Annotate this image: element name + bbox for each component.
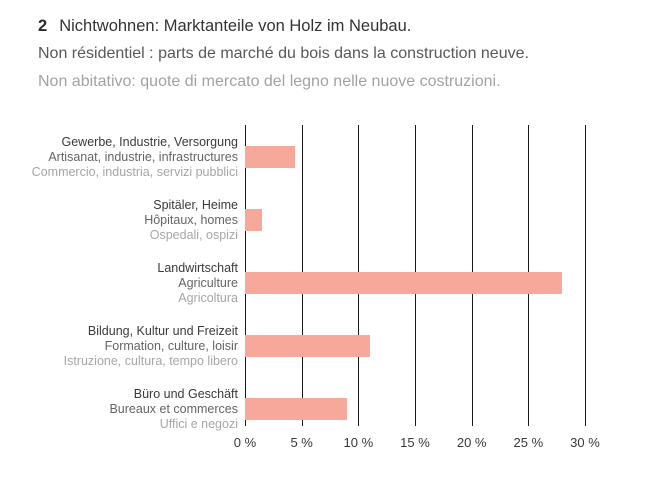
x-tick-label: 15 % — [400, 435, 430, 450]
title-french: Non résidentiel : parts de marché du boi… — [38, 45, 529, 62]
category-label-fr: Bureaux et commerces — [109, 402, 238, 416]
x-tick-label: 0 % — [233, 435, 257, 450]
category-label-de: Gewerbe, Industrie, Versorgung — [61, 135, 239, 149]
x-tick-label: 20 % — [456, 435, 487, 450]
category-label-row-2: Spitäler, Heime Hôpitaux, homes Ospedali, … — [0, 198, 238, 243]
category-label-it: Istruzione, cultura, tempo libero — [63, 354, 238, 368]
category-label-fr: Formation, culture, loisir — [104, 339, 238, 353]
x-tick-label: 10 % — [343, 435, 374, 450]
category-label-row-1: Gewerbe, Industrie, Versorgung Artisanat,… — [0, 135, 238, 180]
category-label-fr: Hôpitaux, homes — [144, 213, 238, 227]
category-label-it: Commercio, industria, servizi pubblici — [31, 165, 238, 179]
title-german: Nichtwohnen: Marktanteile von Holz im Ne… — [59, 17, 412, 35]
category-label-row-3: Landwirtschaft Agriculture Agricoltura — [0, 261, 238, 306]
bar-row-5 — [245, 398, 347, 420]
title-line: 2 Nichtwohnen: Marktanteile von Holz im N… — [38, 12, 529, 40]
bar-row-4 — [245, 335, 370, 357]
bar-row-3 — [245, 272, 563, 294]
x-axis: 0 % 5 % 10 % 15 % 20 % 25 % 30 % — [234, 435, 600, 455]
category-label-fr: Artisanat, industrie, infrastructures — [48, 150, 238, 164]
category-label-de: Spitäler, Heime — [153, 198, 238, 212]
category-label-it: Uffici e negozi — [159, 417, 238, 431]
category-label-row-5: Büro und Geschäft Bureaux et commerces Uff… — [0, 387, 238, 432]
figure-header: 2 Nichtwohnen: Marktanteile von Holz im N… — [38, 12, 529, 96]
figure-number: 2 — [38, 17, 48, 35]
category-label-de: Landwirtschaft — [157, 261, 238, 275]
category-label-de: Büro und Geschäft — [133, 387, 238, 401]
category-label-fr: Agriculture — [178, 276, 238, 290]
x-tick-label: 25 % — [513, 435, 544, 450]
x-tick-label: 5 % — [290, 435, 313, 450]
category-label-row-4: Bildung, Kultur und Freizeit Formation, c… — [0, 324, 238, 369]
category-label-it: Agricoltura — [178, 291, 238, 305]
category-label-it: Ospedali, ospizi — [149, 228, 238, 242]
category-label-de: Bildung, Kultur und Freizeit — [87, 324, 238, 338]
bar-row-2 — [245, 209, 262, 231]
x-tick-label: 30 % — [570, 435, 600, 450]
plot-area — [245, 125, 586, 426]
title-italian: Non abitativo: quote di mercato del legn… — [38, 73, 501, 90]
category-labels: Gewerbe, Industrie, Versorgung Artisanat,… — [0, 125, 238, 431]
bar-row-1 — [245, 146, 295, 168]
gridline-30pct — [585, 125, 586, 426]
